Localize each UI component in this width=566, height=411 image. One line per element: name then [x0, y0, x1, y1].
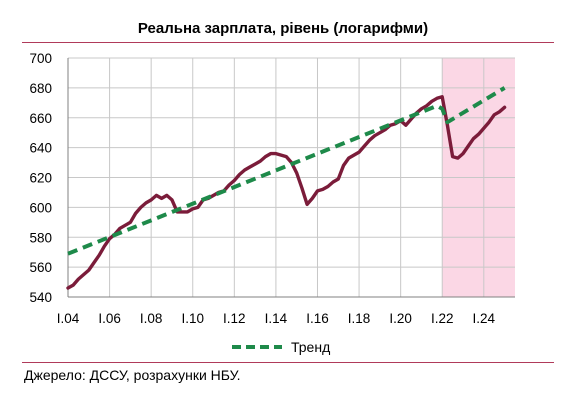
source-rule: [22, 362, 554, 363]
y-tick-label: 540: [29, 290, 52, 305]
x-tick-label: I.24: [473, 311, 496, 326]
x-tick-label: I.18: [348, 311, 371, 326]
x-tick-label: I.10: [181, 311, 204, 326]
x-tick-label: I.22: [431, 311, 454, 326]
y-tick-label: 640: [29, 141, 52, 156]
x-tick-label: I.16: [306, 311, 329, 326]
x-tick-label: I.12: [223, 311, 246, 326]
y-tick-label: 560: [29, 260, 52, 275]
y-tick-label: 700: [29, 51, 52, 66]
chart-title: Реальна зарплата, рівень (логарифми): [137, 20, 429, 37]
x-tick-label: I.08: [140, 311, 163, 326]
y-tick-label: 660: [29, 111, 52, 126]
series-real-wage-line: [66, 95, 507, 290]
x-tick-label: I.20: [389, 311, 412, 326]
y-tick-label: 600: [29, 200, 52, 215]
series-trend-line: [67, 86, 506, 256]
x-tick-label: I.04: [57, 311, 80, 326]
y-tick-label: 680: [29, 81, 52, 96]
source-note: Джерело: ДССУ, розрахунки НБУ.: [24, 367, 241, 383]
x-tick-label: I.14: [265, 311, 288, 326]
title-rule: [22, 42, 554, 43]
legend-trend-label: Тренд: [291, 339, 330, 355]
x-tick-label: I.06: [98, 311, 121, 326]
y-tick-label: 620: [29, 171, 52, 186]
y-tick-label: 580: [29, 230, 52, 245]
